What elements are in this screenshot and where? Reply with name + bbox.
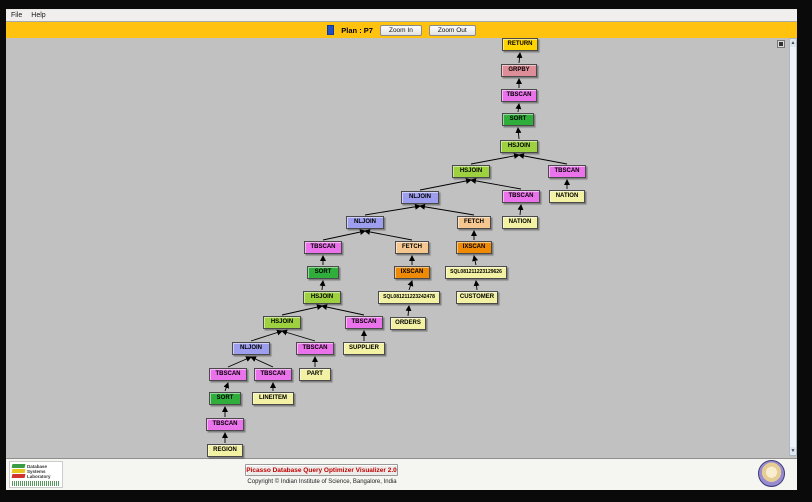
plan-node-sql081211223242478[interactable]: SQL081211223242478 [378,290,440,304]
plan-node-fetch[interactable]: FETCH [457,215,491,229]
edge-arrow [250,356,274,368]
edge-arrow [515,127,522,140]
edge-arrow [281,304,323,316]
plan-node-customer[interactable]: CUSTOMER [456,290,498,304]
plan-node-tbscan[interactable]: TBSCAN [296,341,334,355]
plan-node-hsjoin[interactable]: HSJOIN [303,290,341,304]
plan-node-sort[interactable]: SORT [209,391,241,405]
edge-arrow [472,255,479,266]
edge-arrow [321,304,365,316]
plan-node-supplier[interactable]: SUPPLIER [343,341,385,355]
plan-node-orders[interactable]: ORDERS [390,316,426,330]
edge-arrow [470,177,522,190]
plan-node-fetch[interactable]: FETCH [395,240,429,254]
edge-arrow [518,152,568,165]
plan-node-hsjoin[interactable]: HSJOIN [452,164,490,178]
app-title-button[interactable]: Picasso Database Query Optimizer Visuali… [245,464,398,476]
window-frame-left [0,0,6,502]
window-frame-right [797,0,812,502]
plan-node-nljoin[interactable]: NLJOIN [401,190,439,204]
edge-arrow [364,228,413,241]
edge-arrow [405,305,412,317]
plan-node-tbscan[interactable]: TBSCAN [345,315,383,329]
plan-node-tbscan[interactable]: TBSCAN [502,189,540,203]
edge-arrow [223,382,230,392]
edge-arrow [281,329,316,342]
plan-node-nation[interactable]: NATION [502,215,538,229]
plan-node-return[interactable]: RETURN [502,37,538,51]
edge-arrow [364,203,421,216]
plan-node-tbscan[interactable]: TBSCAN [254,367,292,381]
edge-arrow [470,152,520,165]
lab-logo-fineprint [12,481,60,486]
copyright-text: Copyright © Indian Institute of Science,… [247,479,397,485]
plan-node-tbscan[interactable]: TBSCAN [548,164,586,178]
plan-node-nljoin[interactable]: NLJOIN [346,215,384,229]
edge-arrow [407,280,414,291]
dsl-lab-logo: Database Systems Laboratory [9,461,63,488]
edge-arrow [517,204,524,216]
zoom-in-button[interactable]: Zoom In [379,24,422,36]
lab-logo-line1: Database [27,464,48,469]
edge-arrow [322,229,366,241]
footer-bar: Database Systems Laboratory Picasso Data… [6,458,797,490]
edge-arrow [319,280,326,291]
plan-node-nation[interactable]: NATION [549,189,585,203]
window-frame-bottom [0,489,812,502]
edge-arrow [419,178,472,191]
plan-node-sort[interactable]: SORT [502,112,534,126]
edge-arrow [419,203,475,216]
edge-arrow [250,329,283,342]
vertical-scrollbar[interactable]: ▲ ▼ [789,38,797,456]
plan-node-tbscan[interactable]: TBSCAN [501,88,537,102]
zoom-out-button[interactable]: Zoom Out [428,24,476,36]
plan-node-ixscan[interactable]: IXSCAN [456,240,492,254]
canvas-overview-icon[interactable] [777,40,785,48]
window-frame-top [0,0,812,9]
plan-color-chip-icon [327,25,335,35]
lab-logo-line2: Systems [27,469,46,474]
edge-arrow [473,280,480,291]
plan-node-tbscan[interactable]: TBSCAN [304,240,342,254]
plan-node-region[interactable]: REGION [207,443,243,457]
iisc-emblem-icon [758,460,785,487]
menu-help[interactable]: Help [31,11,46,19]
lab-logo-line3: Laboratory [27,474,51,479]
plan-node-ixscan[interactable]: IXSCAN [394,265,430,279]
edge-arrow [515,103,522,113]
plan-node-tbscan[interactable]: TBSCAN [209,367,247,381]
scroll-up-icon[interactable]: ▲ [790,39,796,47]
plan-node-tbscan[interactable]: TBSCAN [206,417,244,431]
scroll-down-icon[interactable]: ▼ [790,447,796,455]
edge-arrow [227,356,252,368]
plan-node-lineitem[interactable]: LINEITEM [252,391,294,405]
plan-node-part[interactable]: PART [299,367,331,381]
menu-bar: File Help [6,10,797,22]
menu-file[interactable]: File [11,11,23,19]
plan-label: Plan : P7 [341,25,373,35]
plan-node-sort[interactable]: SORT [307,265,339,279]
toolbar: Plan : P7 Zoom In Zoom Out [6,22,797,38]
edge-arrow [516,52,523,64]
plan-node-sql081211223129626[interactable]: SQL081211223129626 [445,265,507,279]
plan-node-nljoin[interactable]: NLJOIN [232,341,270,355]
plan-node-hsjoin[interactable]: HSJOIN [263,315,301,329]
plan-node-grpby[interactable]: GRPBY [501,63,537,77]
plan-node-hsjoin[interactable]: HSJOIN [500,139,538,153]
